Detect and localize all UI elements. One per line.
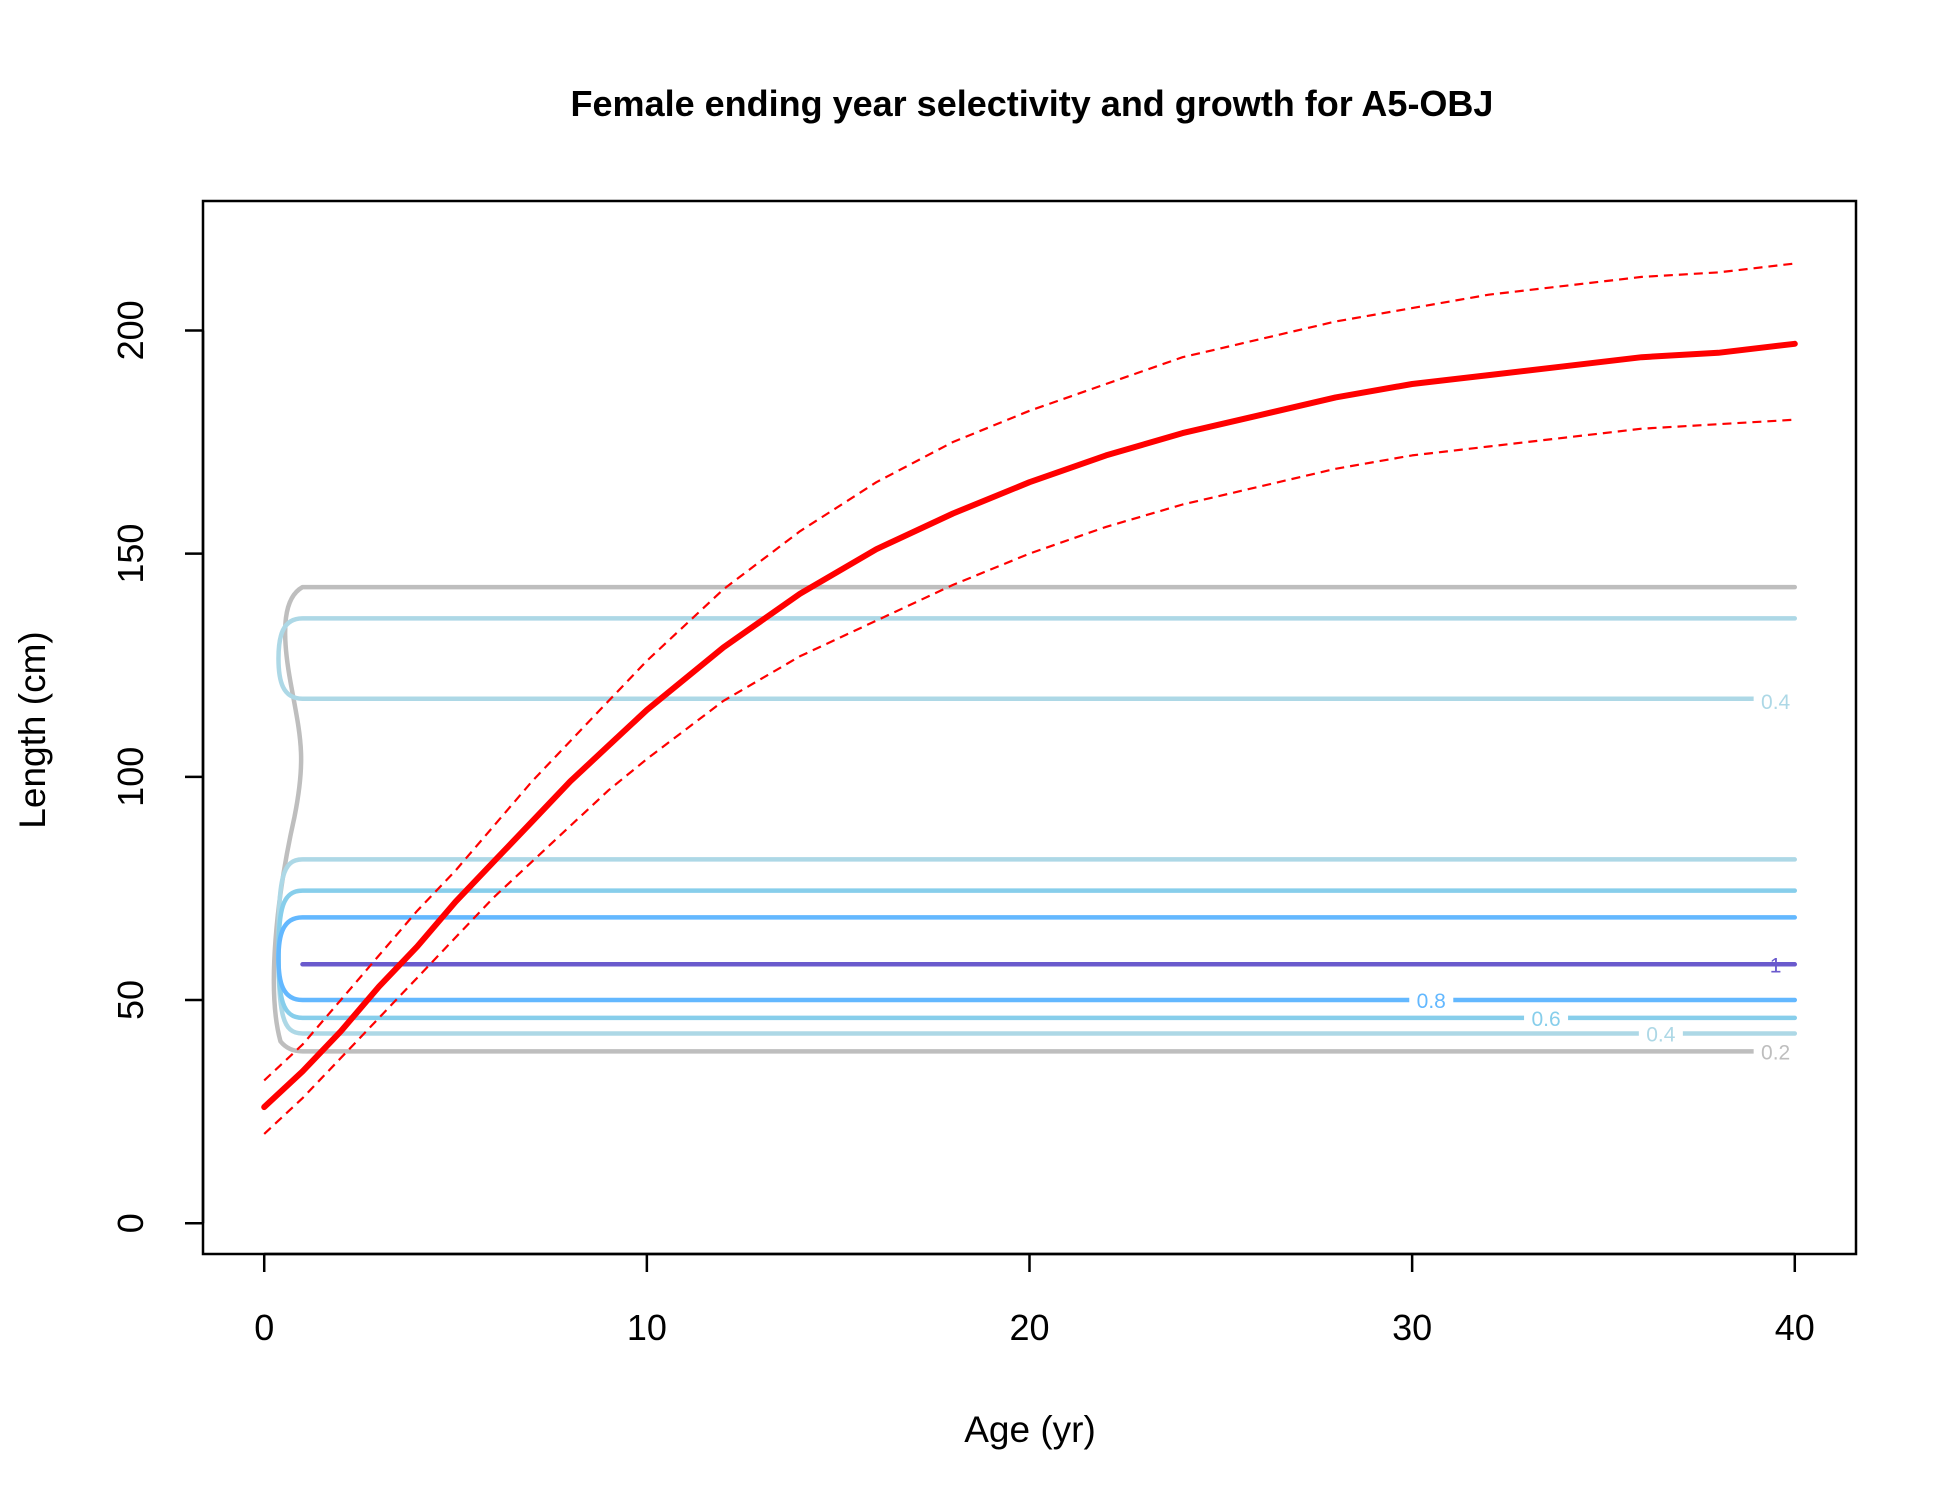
growth-curve-upper: [263, 262, 1795, 1082]
x-tick-label: 0: [254, 1307, 274, 1348]
contour-label-gap: [1409, 990, 1454, 1011]
x-axis-label: Age (yr): [964, 1409, 1096, 1450]
x-tick-label: 10: [627, 1307, 667, 1348]
contour-label: 0.4: [1761, 691, 1791, 714]
growth-curve-mean: [261, 340, 1798, 1111]
x-tick-label: 40: [1775, 1307, 1815, 1348]
contour-label: 0.6: [1531, 1008, 1560, 1031]
x-tick-label: 30: [1392, 1307, 1432, 1348]
selectivity-contours: 0.2 0.4 0.4 0.6 0.8 1: [271, 584, 1798, 1064]
y-tick-label: 0: [110, 1213, 151, 1233]
growth-curve-lower: [263, 418, 1795, 1135]
chart-title: Female ending year selectivity and growt…: [571, 83, 1494, 124]
y-tick-label: 150: [110, 524, 151, 584]
contour-label-gap: [1524, 1007, 1569, 1028]
contour-line: [276, 915, 1798, 1003]
contour-label: 0.2: [1761, 1041, 1790, 1064]
y-tick-label: 200: [110, 300, 151, 360]
growth-curves: [261, 262, 1798, 1135]
y-tick-label: 100: [110, 747, 151, 807]
contour-label-gap: [1638, 1023, 1683, 1044]
contour-label: 0.8: [1417, 990, 1446, 1013]
contour-label-gap: [1753, 1041, 1798, 1062]
contour-label: 1: [1770, 954, 1782, 977]
contour-label-gap: [1753, 690, 1798, 711]
contour-label: 0.4: [1646, 1023, 1676, 1046]
contour-line: [271, 584, 1798, 1054]
axes: 0 10 20 30 40 0 50 100 150 200: [110, 300, 1815, 1348]
contour-line: [276, 616, 1798, 701]
x-tick-label: 20: [1009, 1307, 1049, 1348]
y-tick-label: 50: [110, 980, 151, 1020]
y-axis-label: Length (cm): [12, 631, 53, 828]
